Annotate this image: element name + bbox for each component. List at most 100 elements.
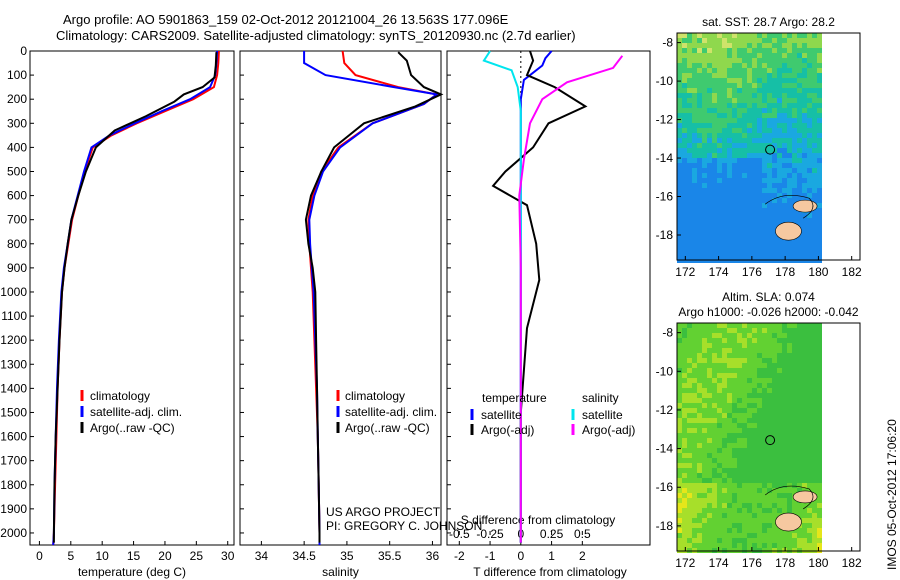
salinity-tick-label: 36 <box>426 549 440 563</box>
salinity-tick-label: 34.5 <box>292 549 316 563</box>
bathymetry-contour <box>764 485 814 510</box>
diff-legend-label: Argo(-adj) <box>582 423 635 437</box>
sla-map-title: Altim. SLA: 0.074 <box>722 290 815 304</box>
map-lat-label: -8 <box>662 326 673 340</box>
S-diff-tick-label: 0.25 <box>540 527 564 541</box>
map-lat-label: -12 <box>656 113 674 127</box>
T-diff-axis-label: T difference from climatology <box>473 565 627 579</box>
map-lat-label: -18 <box>656 519 674 533</box>
land-viti-levu <box>775 221 802 241</box>
T-diff-tick-label: 0 <box>517 549 524 563</box>
T-diff-tick-label: -2 <box>454 549 465 563</box>
bathymetry-contour <box>764 194 814 219</box>
map-grid-altimetry-sla-map <box>677 323 822 553</box>
depth-tick-label: 0 <box>20 44 27 58</box>
depth-tick-label: 1600 <box>0 430 27 444</box>
depth-tick-label: 1200 <box>0 333 27 347</box>
salinity-tick-label: 35 <box>340 549 354 563</box>
land-viti-levu <box>775 512 802 532</box>
map-lon-label: 174 <box>709 556 729 570</box>
depth-tick-label: 900 <box>7 261 27 275</box>
panel-frame-0 <box>29 50 235 546</box>
salinity-tick-label: 35.5 <box>378 549 402 563</box>
imos-timestamp: IMOS 05-Oct-2012 17:06:20 <box>885 419 899 570</box>
temperature-tick-label: 20 <box>158 549 172 563</box>
map-lon-label: 176 <box>742 265 762 279</box>
land-vanua-levu <box>792 199 818 213</box>
salinity-tick-label: 34 <box>255 549 269 563</box>
title-line-2: Climatology: CARS2009. Satellite-adjuste… <box>56 28 576 43</box>
depth-tick-label: 400 <box>7 140 27 154</box>
map-grid-sat-sst-map <box>677 33 822 263</box>
temperature-tick-label: 25 <box>190 549 204 563</box>
diff-legend-label: satellite <box>481 408 522 422</box>
temperature-legend-label: climatology <box>90 389 150 403</box>
map-lat-label: -14 <box>656 151 674 165</box>
temperature-tick-label: 5 <box>67 549 74 563</box>
S-diff-tick-label: -0.25 <box>476 527 504 541</box>
map-lon-label: 172 <box>675 265 695 279</box>
map-frame <box>676 32 861 261</box>
map-lat-label: -8 <box>662 36 673 50</box>
depth-tick-label: 1900 <box>0 502 27 516</box>
difference-series-salinity-argo-adj- <box>518 55 624 543</box>
depth-tick-label: 200 <box>7 92 27 106</box>
map-lat-label: -14 <box>656 442 674 456</box>
map-lon-label: 174 <box>709 265 729 279</box>
panel-frame-2 <box>446 50 651 546</box>
panel-frame-1 <box>239 50 442 546</box>
map-lon-label: 178 <box>775 265 795 279</box>
S-diff-tick-label: 0.5 <box>574 527 591 541</box>
temperature-tick-label: 10 <box>96 549 110 563</box>
depth-tick-label: 800 <box>7 237 27 251</box>
depth-tick-label: 300 <box>7 116 27 130</box>
depth-tick-label: 2000 <box>0 526 27 540</box>
argo-float-marker <box>765 435 776 446</box>
depth-tick-label: 1300 <box>0 357 27 371</box>
map-lon-label: 178 <box>775 556 795 570</box>
difference-series-temperature-argo-adj- <box>491 50 588 543</box>
T-diff-tick-label: 2 <box>579 549 586 563</box>
map-lat-label: -10 <box>656 364 674 378</box>
T-diff-tick-label: -1 <box>485 549 496 563</box>
sla-map-subtitle: Argo h1000: -0.026 h2000: -0.042 <box>678 305 858 319</box>
salinity-legend-label: Argo(..raw -QC) <box>345 421 430 435</box>
depth-tick-label: 600 <box>7 189 27 203</box>
sst-map-title: sat. SST: 28.7 Argo: 28.2 <box>702 15 835 29</box>
depth-tick-label: 1800 <box>0 478 27 492</box>
map-lat-label: -18 <box>656 228 674 242</box>
temperature-tick-label: 0 <box>36 549 43 563</box>
credits-project: US ARGO PROJECT <box>326 505 441 519</box>
depth-tick-label: 100 <box>7 68 27 82</box>
land-vanua-levu <box>792 490 818 504</box>
title-line-1: Argo profile: AO 5901863_159 02-Oct-2012… <box>63 12 509 27</box>
argo-float-marker <box>765 144 776 155</box>
salinity-axis-label: salinity <box>322 565 359 579</box>
temperature-tick-label: 30 <box>221 549 235 563</box>
diff-legend-label: satellite <box>582 408 623 422</box>
temperature-legend-label: Argo(..raw -QC) <box>90 421 175 435</box>
diff-legend-title-temperature: temperature <box>482 391 547 405</box>
temperature-axis-label: temperature (deg C) <box>78 565 186 579</box>
map-lon-label: 180 <box>808 556 828 570</box>
map-lon-label: 182 <box>842 265 862 279</box>
map-lon-label: 180 <box>808 265 828 279</box>
map-lon-label: 176 <box>742 556 762 570</box>
depth-tick-label: 700 <box>7 213 27 227</box>
credits-pi: PI: GREGORY C. JOHNSON <box>326 519 482 533</box>
temperature-series-argo-raw-qc- <box>52 52 218 543</box>
depth-tick-label: 1100 <box>1 309 27 323</box>
salinity-legend-label: satellite-adj. clim. <box>345 405 437 419</box>
diff-legend-title-salinity: salinity <box>582 391 619 405</box>
salinity-legend-label: climatology <box>345 389 405 403</box>
depth-tick-label: 1000 <box>0 285 27 299</box>
map-lat-label: -10 <box>656 74 674 88</box>
map-lon-label: 182 <box>842 556 862 570</box>
temperature-legend-label: satellite-adj. clim. <box>90 405 182 419</box>
map-frame <box>676 322 861 552</box>
map-lat-label: -16 <box>656 480 674 494</box>
depth-tick-label: 1500 <box>0 405 27 419</box>
map-lon-label: 172 <box>675 556 695 570</box>
temperature-tick-label: 15 <box>127 549 141 563</box>
